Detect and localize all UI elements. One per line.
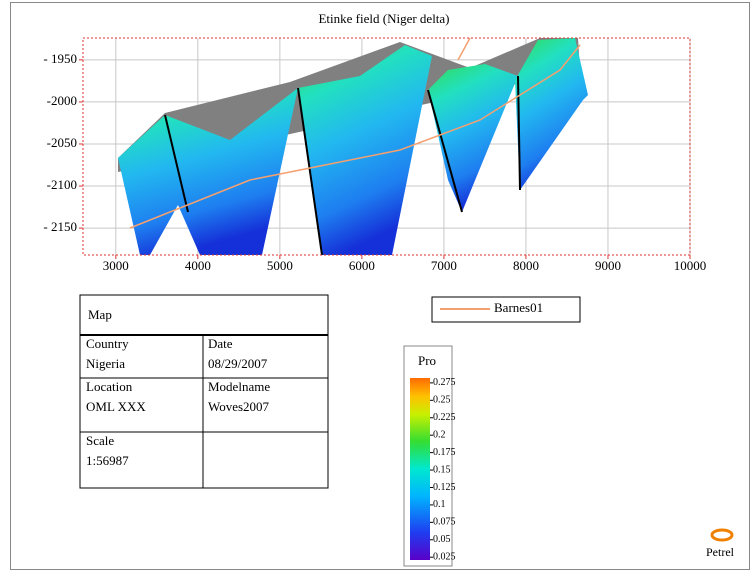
table-value: Woves2007 xyxy=(208,399,270,414)
info-table xyxy=(79,294,329,489)
colorbar-tick-label: 0.025 xyxy=(433,552,456,563)
logo-text: Petrel xyxy=(706,545,735,559)
y-tick-label: - 2150 xyxy=(43,219,77,234)
x-tick-label: 6000 xyxy=(349,258,375,273)
legend-label: Barnes01 xyxy=(494,300,543,315)
x-tick-label: 7000 xyxy=(431,258,457,273)
table-label: Location xyxy=(86,379,133,394)
x-tick-label: 4000 xyxy=(185,258,211,273)
colorbar-title: Pro xyxy=(418,353,436,368)
cross-section xyxy=(118,37,588,256)
window-frame xyxy=(10,2,750,570)
colorbar xyxy=(410,378,430,560)
y-tick-label: -2000 xyxy=(47,93,77,108)
table-label: Scale xyxy=(86,433,114,448)
table-value: 1:56987 xyxy=(86,453,129,468)
x-tick-label: 5000 xyxy=(267,258,293,273)
x-tick-label: 3000 xyxy=(103,258,129,273)
table-value: 08/29/2007 xyxy=(208,356,268,371)
x-tick-label: 9000 xyxy=(595,258,621,273)
plot-title: Etinke field (Niger delta) xyxy=(318,11,449,26)
colorbar-tick-label: 0.225 xyxy=(433,412,456,423)
colorbar-tick-label: 0.175 xyxy=(433,447,456,458)
colorbar-tick-label: 0.125 xyxy=(433,482,456,493)
colorbar-tick-label: 0.2 xyxy=(433,429,446,440)
table-header: Map xyxy=(88,307,112,322)
logo-icon xyxy=(710,528,734,542)
x-tick-label: 8000 xyxy=(513,258,539,273)
table-value: OML XXX xyxy=(86,399,146,414)
table-label: Date xyxy=(208,336,233,351)
y-tick-label: - 1950 xyxy=(43,51,77,66)
colorbar-tick-label: 0.15 xyxy=(433,464,451,475)
colorbar-tick-label: 0.1 xyxy=(433,499,446,510)
table-value: Nigeria xyxy=(86,356,125,371)
colorbar-tick-label: 0.275 xyxy=(433,377,456,388)
x-tick-label: 10000 xyxy=(674,258,707,273)
colorbar-tick-label: 0.25 xyxy=(433,395,451,406)
y-tick-label: -2050 xyxy=(47,135,77,150)
table-label: Modelname xyxy=(208,379,270,394)
colorbar-tick-label: 0.05 xyxy=(433,534,451,545)
colorbar-tick-label: 0.075 xyxy=(433,517,456,528)
y-tick-label: -2100 xyxy=(47,177,77,192)
table-label: Country xyxy=(86,336,129,351)
